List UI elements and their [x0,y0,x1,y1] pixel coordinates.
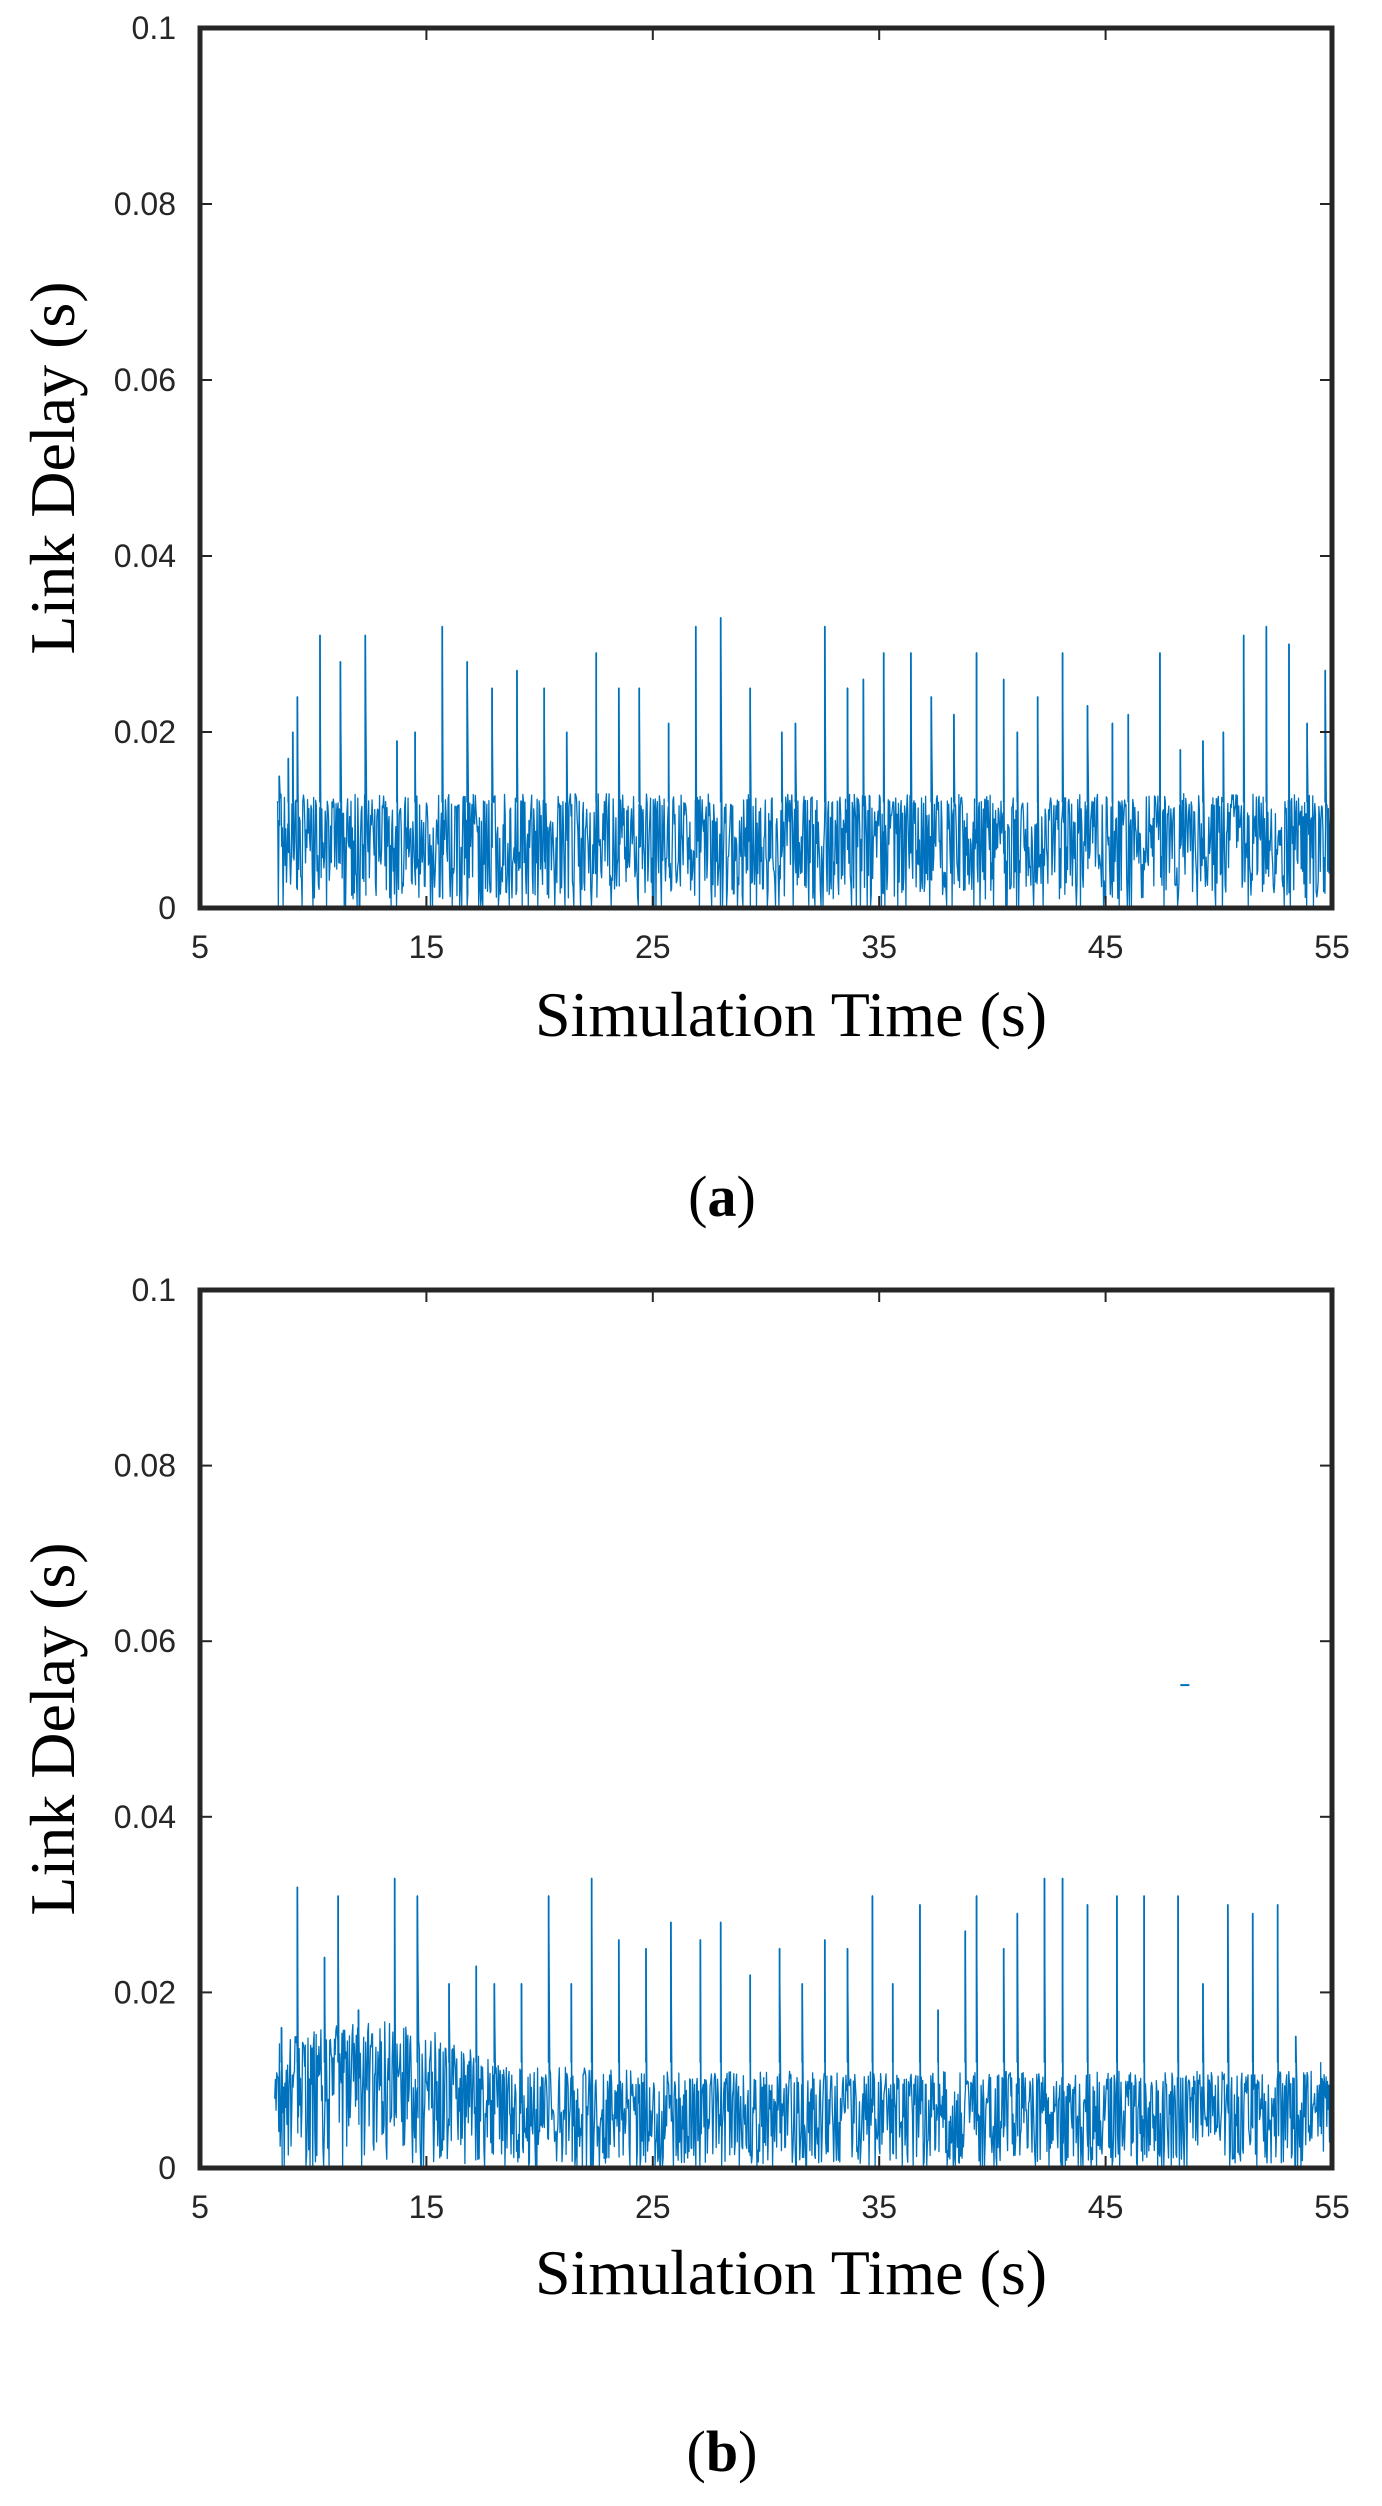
x-tick-label: 25 [635,929,671,965]
chart-b-axes-box [197,1287,1335,2171]
y-tick-label: 0.04 [114,1799,176,1835]
chart-a-xlabel: Simulation Time (s) [535,979,1047,1050]
caption-a: (a) [688,1164,756,1229]
x-tick-label: 35 [861,929,897,965]
chart-a-background [0,0,1382,1253]
x-tick-label: 45 [1088,2189,1124,2225]
x-tick-label: 45 [1088,929,1124,965]
caption-b-letter: b [706,2419,738,2484]
chart-b-ylabel: Link Delay (s) [17,1542,88,1915]
y-tick-label: 0.08 [114,1448,176,1484]
x-tick-label: 55 [1314,929,1350,965]
x-tick-label: 15 [409,929,445,965]
figure-a: 5 15 25 35 45 55 0 0.02 0.04 0.06 0.08 0.1 Simulati… [0,0,1382,1253]
y-tick-label: 0.06 [114,1623,176,1659]
caption-a-letter: a [708,1164,737,1229]
x-tick-label: 25 [635,2189,671,2225]
y-tick-label: 0.08 [114,186,176,222]
chart-b-background [0,1253,1382,2506]
y-tick-label: 0 [158,2150,176,2186]
y-tick-label: 0.1 [132,10,176,46]
x-tick-label: 15 [409,2189,445,2225]
chart-b-xlabel: Simulation Time (s) [535,2237,1047,2308]
x-tick-label: 5 [191,929,209,965]
y-tick-label: 0.02 [114,714,176,750]
chart-a-series [276,616,1333,907]
x-tick-label: 5 [191,2189,209,2225]
figure-b: 5 15 25 35 45 55 0 0.02 0.04 0.06 0.08 0.1 Simulati… [0,1253,1382,2506]
chart-a-tick-labels: 5 15 25 35 45 55 0 0.02 0.04 0.06 0.08 0.1 [114,10,1350,965]
y-tick-label: 0.02 [114,1974,176,2010]
y-tick-label: 0.1 [132,1272,176,1308]
x-tick-label: 55 [1314,2189,1350,2225]
series-line [274,1877,1333,2167]
chart-b-tick-labels: 5 15 25 35 45 55 0 0.02 0.04 0.06 0.08 0.1 [114,1272,1350,2225]
chart-a-svg: 5 15 25 35 45 55 0 0.02 0.04 0.06 0.08 0.1 Simulati… [0,0,1382,1253]
y-tick-label: 0 [158,890,176,926]
chart-b-series [274,1684,1333,2167]
chart-a-ylabel: Link Delay (s) [17,281,88,654]
chart-a-axes-box [197,25,1335,911]
x-tick-label: 35 [861,2189,897,2225]
caption-b: (b) [687,2419,758,2484]
y-tick-label: 0.06 [114,362,176,398]
chart-b-svg: 5 15 25 35 45 55 0 0.02 0.04 0.06 0.08 0.1 Simulati… [0,1253,1382,2506]
y-tick-label: 0.04 [114,538,176,574]
series-line [276,616,1333,907]
